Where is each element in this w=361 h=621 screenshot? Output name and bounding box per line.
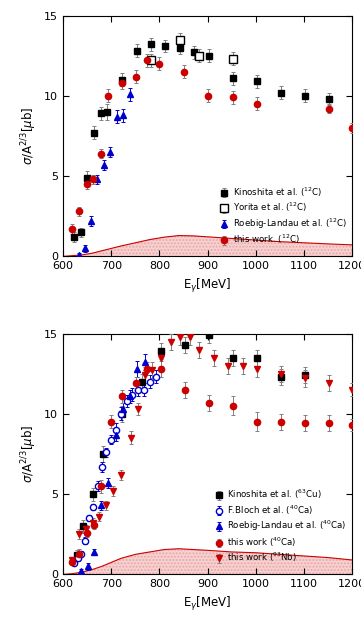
- Y-axis label: $\sigma$/A$^{2/3}$[$\mu$b]: $\sigma$/A$^{2/3}$[$\mu$b]: [19, 107, 39, 165]
- Legend: Kinoshita et al. ($^{63}$Cu), F.Bloch et al. ($^{40}$Ca), Roebig-Landau et al. (: Kinoshita et al. ($^{63}$Cu), F.Bloch et…: [213, 487, 348, 565]
- Y-axis label: $\sigma$/A$^{2/3}$[$\mu$b]: $\sigma$/A$^{2/3}$[$\mu$b]: [19, 425, 39, 483]
- X-axis label: E$_{\gamma}$[MeV]: E$_{\gamma}$[MeV]: [183, 277, 232, 295]
- Legend: Kinoshita et al. ($^{12}$C), Yorita et al. ($^{12}$C), Roebig-Landau et al. ($^{: Kinoshita et al. ($^{12}$C), Yorita et a…: [218, 184, 348, 247]
- X-axis label: E$_{\gamma}$[MeV]: E$_{\gamma}$[MeV]: [183, 595, 232, 613]
